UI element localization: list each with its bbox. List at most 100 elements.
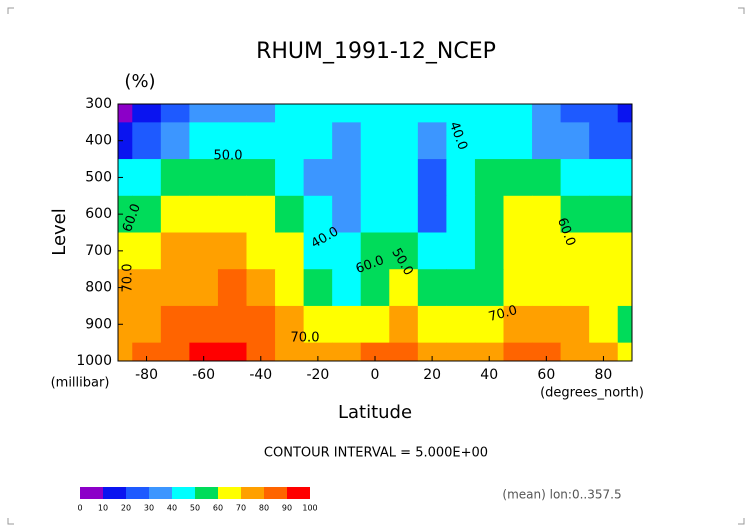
contour-cell — [617, 232, 633, 270]
contour-cell — [560, 122, 590, 160]
contour-cell — [474, 122, 504, 160]
contour-cell — [389, 342, 419, 362]
contour-cell — [560, 305, 590, 344]
contour-cell — [446, 269, 476, 307]
colorbar-label: 70 — [236, 504, 246, 513]
contour-cell — [360, 342, 390, 362]
colorbar-box — [287, 487, 310, 499]
contour-cell — [275, 232, 305, 270]
contour-cell — [446, 232, 476, 270]
contour-cell — [446, 305, 476, 344]
colorbar-label: 50 — [190, 504, 200, 513]
x-tick-label: -20 — [306, 367, 329, 383]
contour-cell — [474, 269, 504, 307]
contour-cell — [503, 232, 533, 270]
contour-cell — [160, 305, 190, 344]
contour-cell — [389, 104, 419, 123]
contour-cell — [189, 305, 219, 344]
contour-cell — [474, 159, 504, 197]
contour-cell — [303, 104, 333, 123]
contour-cell — [417, 104, 447, 123]
footnote: (mean) lon:0..357.5 — [502, 488, 621, 502]
contour-cell — [132, 305, 162, 344]
contour-cell — [474, 342, 504, 362]
colorbar-label: 40 — [167, 504, 177, 513]
colorbar-label: 20 — [121, 504, 131, 513]
contour-cell — [160, 104, 190, 123]
contour-cell — [389, 269, 419, 307]
contour-cell — [532, 305, 562, 344]
contour-cell — [246, 232, 276, 270]
contour-cell — [132, 122, 162, 160]
corner-marks — [7, 7, 745, 525]
contour-cell — [132, 342, 162, 362]
contour-cell — [589, 269, 619, 307]
contour-cell — [217, 159, 247, 197]
colorbar-label: 100 — [302, 504, 317, 513]
contour-cell — [275, 342, 305, 362]
colorbar-label: 80 — [259, 504, 269, 513]
contour-label: 70.0 — [487, 303, 519, 325]
contour-cell — [389, 195, 419, 233]
contour-cell — [360, 122, 390, 160]
colorbar-label: 0 — [77, 504, 82, 513]
contour-cell — [332, 232, 362, 270]
contour-cell — [118, 122, 133, 160]
contour-cell — [417, 159, 447, 197]
contour-cell — [189, 232, 219, 270]
contour-cell — [189, 342, 219, 362]
contour-cell — [617, 195, 633, 233]
contour-cell — [417, 269, 447, 307]
contour-cell — [132, 195, 162, 233]
contour-cell — [217, 195, 247, 233]
contour-cell — [617, 104, 633, 123]
contour-cell — [246, 342, 276, 362]
contour-cell — [189, 269, 219, 307]
contour-cell — [246, 305, 276, 344]
contour-cell — [617, 342, 633, 362]
y-tick-label: 700 — [85, 243, 112, 259]
contour-cell — [446, 104, 476, 123]
contour-cell — [560, 342, 590, 362]
contour-cell — [189, 159, 219, 197]
contour-cell — [332, 305, 362, 344]
contour-cell — [589, 104, 619, 123]
contour-cell — [503, 104, 533, 123]
contour-cell — [532, 104, 562, 123]
contour-cell — [446, 342, 476, 362]
contour-cell — [217, 104, 247, 123]
contour-cell — [560, 104, 590, 123]
contour-cell — [303, 342, 333, 362]
contour-cell — [389, 232, 419, 270]
contour-cell — [360, 232, 390, 270]
contour-cell — [118, 159, 133, 197]
contour-cell — [275, 104, 305, 123]
contour-cell — [474, 305, 504, 344]
contour-cell — [275, 122, 305, 160]
colorbar-label: 60 — [213, 504, 223, 513]
contour-cell — [160, 269, 190, 307]
contour-cell — [303, 232, 333, 270]
contour-cell — [332, 195, 362, 233]
contour-label: 70.0 — [291, 331, 320, 346]
colorbar-box — [241, 487, 264, 499]
colorbar-box — [195, 487, 218, 499]
contour-cell — [417, 122, 447, 160]
contour-cell — [160, 342, 190, 362]
contour-cell — [560, 232, 590, 270]
units: (%) — [124, 71, 155, 92]
contour-cell — [589, 122, 619, 160]
colorbar-box — [264, 487, 287, 499]
contour-cell — [303, 122, 333, 160]
contour-cell — [589, 342, 619, 362]
colorbar-label: 30 — [144, 504, 154, 513]
y-tick-label: 300 — [85, 96, 112, 112]
contour-label: 50.0 — [214, 149, 243, 164]
contour-cell — [360, 104, 390, 123]
contour-cell — [132, 159, 162, 197]
contour-cell — [560, 195, 590, 233]
contour-cell — [360, 305, 390, 344]
contour-cell — [132, 104, 162, 123]
contour-cell — [617, 269, 633, 307]
colorbar-box — [103, 487, 126, 499]
